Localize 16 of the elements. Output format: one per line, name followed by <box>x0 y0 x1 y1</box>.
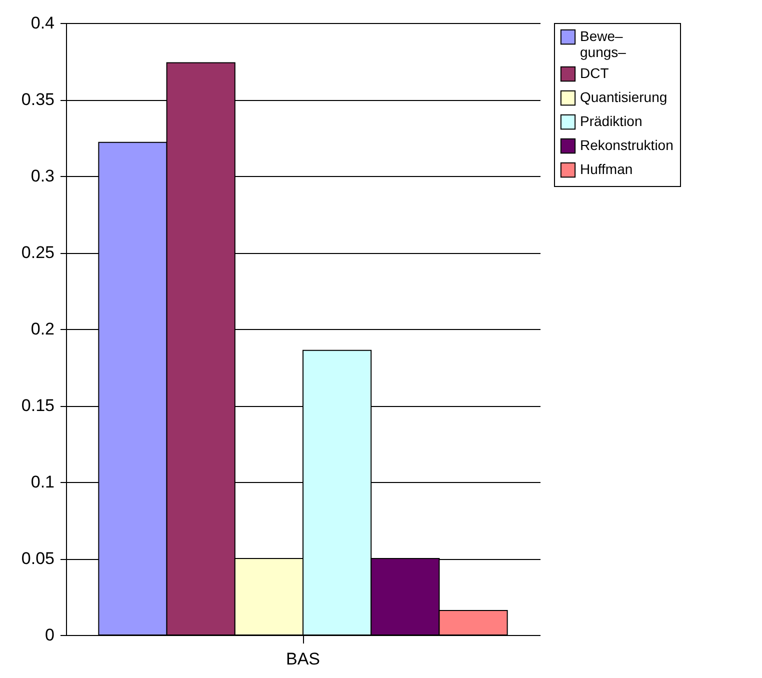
y-tick-label: 0.4 <box>30 14 54 32</box>
y-tick-label: 0 <box>45 626 54 644</box>
y-tick-label: 0.1 <box>30 472 54 492</box>
legend-label: Huffman <box>580 161 633 177</box>
x-tick-label: BAS <box>286 650 320 668</box>
legend-label: Prädiktion <box>580 113 642 129</box>
legend-label: Rekonstruktion <box>580 137 674 153</box>
y-tick-label: 0.3 <box>30 166 54 186</box>
y-tick-label: 0.05 <box>21 549 54 568</box>
legend-label: Quantisierung <box>580 89 668 105</box>
y-tick-label: 0.2 <box>30 320 54 338</box>
y-tick-label: 0.15 <box>21 396 54 415</box>
y-tick-label: 0.25 <box>21 243 54 262</box>
legend-label: DCT <box>580 65 610 81</box>
legend-label: Bewe– gungs– <box>580 28 626 60</box>
y-tick-label: 0.35 <box>21 90 54 109</box>
